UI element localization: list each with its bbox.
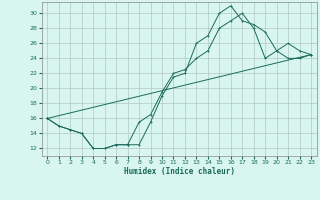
X-axis label: Humidex (Indice chaleur): Humidex (Indice chaleur)	[124, 167, 235, 176]
